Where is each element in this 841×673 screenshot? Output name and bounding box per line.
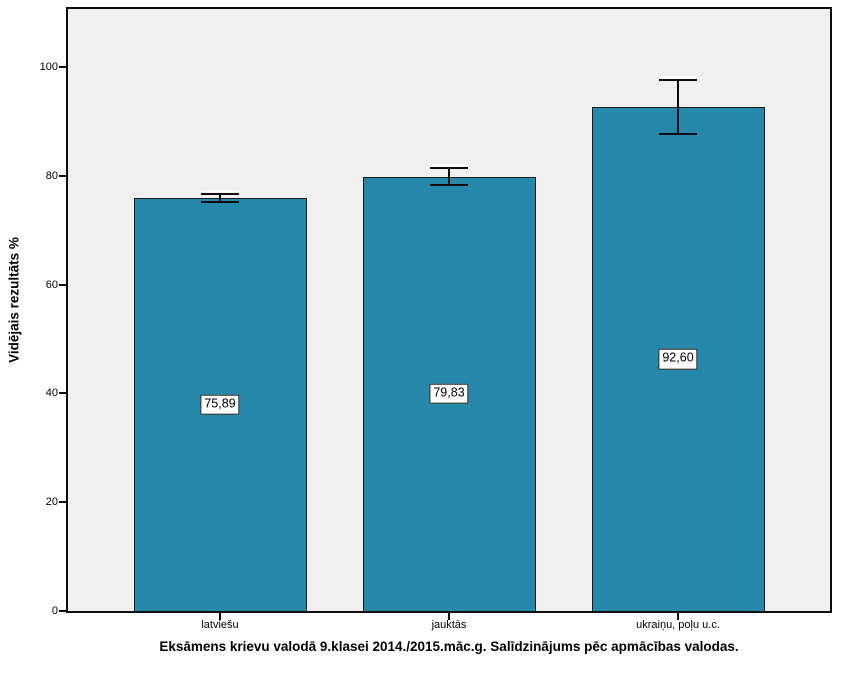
x-tick-label: ukraiņu, poļu u.c. [636,619,720,631]
y-tick-label: 40 [45,387,58,400]
x-tick-label: jauktās [431,619,467,631]
x-tick [219,613,221,620]
y-tick-label: 60 [45,278,58,291]
plot-area: 75,89 79,83 92,60 [66,7,832,613]
y-tick-label: 80 [45,169,58,182]
y-tick-label: 100 [39,61,58,73]
error-bar-stem [219,193,221,203]
y-tick [59,174,66,177]
error-bar-cap-top [659,79,697,82]
error-bar-cap-top [201,192,239,195]
error-bar-cap-bottom [201,201,239,204]
y-axis-title: Vidējais rezultāts % [6,237,22,363]
error-bar-cap-bottom [430,184,468,187]
plot-inner: 75,89 79,83 92,60 [68,9,830,611]
x-tick [448,613,450,620]
y-tick-label: 0 [51,605,58,617]
x-tick-label: latviešu [201,619,239,631]
y-tick [59,66,66,68]
error-bar-stem [677,80,679,134]
value-label: 79,83 [429,383,469,405]
error-bar-cap-top [430,166,468,169]
y-tick [59,501,66,504]
value-label: 75,89 [200,394,240,415]
y-tick [59,610,66,612]
y-tick-label: 20 [45,496,58,509]
x-tick [677,613,679,620]
chart-title: Eksāmens krievu valodā 9.klasei 2014./20… [159,639,739,654]
error-bar-cap-bottom [659,132,697,135]
y-tick [59,392,66,395]
y-tick [59,283,66,286]
error-bar-stem [448,167,450,186]
value-label: 92,60 [658,348,698,370]
